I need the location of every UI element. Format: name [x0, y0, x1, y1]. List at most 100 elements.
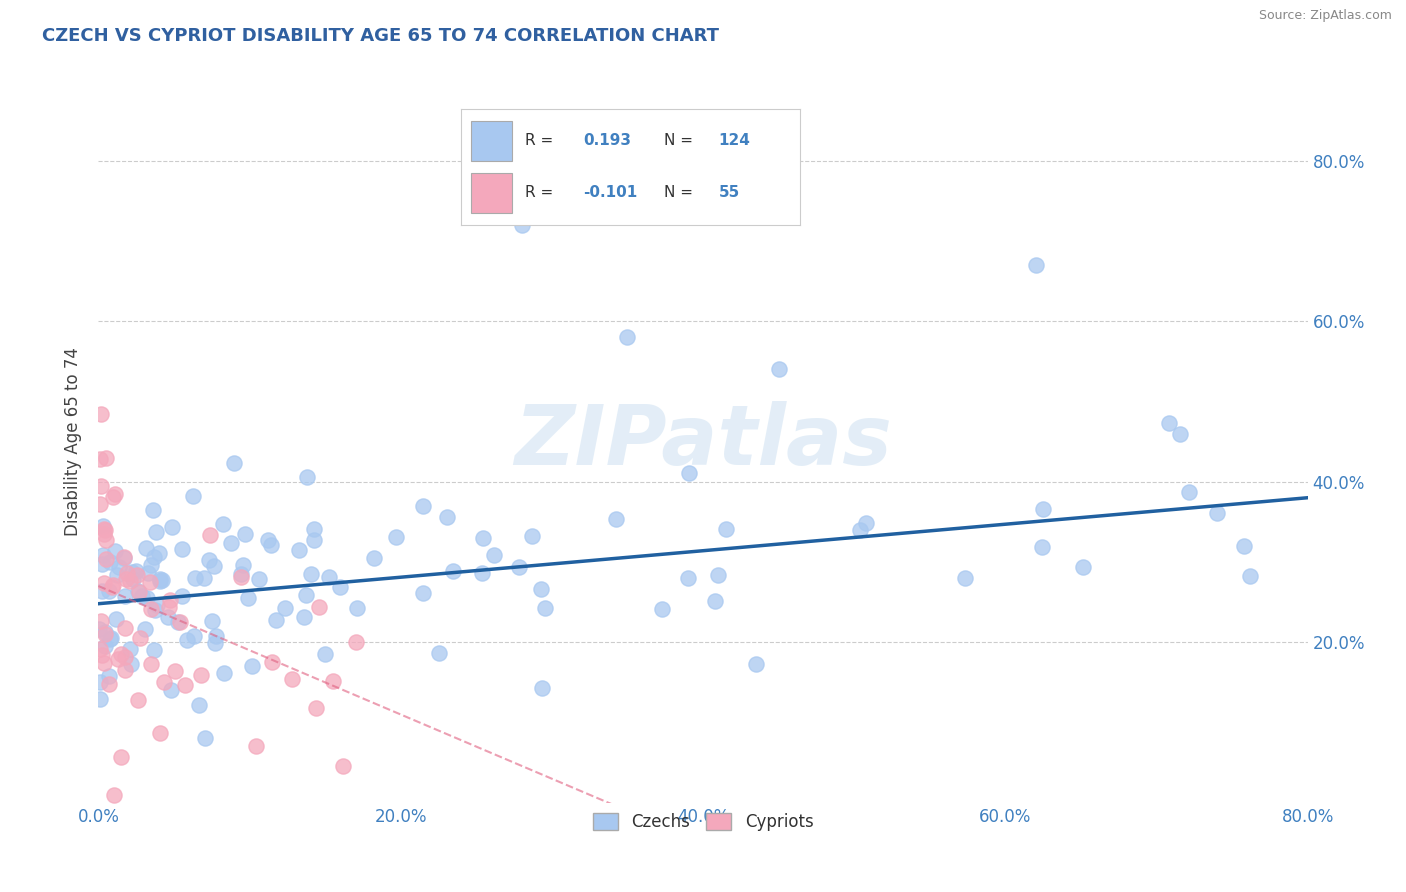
Point [94, 639, 117, 653]
Point [318, 570, 340, 584]
Point [120, 657, 142, 671]
Point [146, 598, 169, 612]
Point [97, 676, 120, 690]
Point [94, 450, 117, 465]
Point [101, 490, 124, 504]
Point [1178, 484, 1201, 499]
Point [98, 669, 121, 683]
Point [169, 615, 191, 630]
Point [273, 601, 295, 615]
Point [236, 591, 259, 605]
Point [280, 672, 302, 686]
Point [676, 571, 699, 585]
Point [145, 524, 167, 539]
Point [167, 615, 190, 629]
Point [314, 647, 336, 661]
Point [93, 522, 115, 536]
Point [849, 523, 872, 537]
Legend: Czechs, Cypriots: Czechs, Cypriots [586, 806, 820, 838]
Text: CZECH VS CYPRIOT DISABILITY AGE 65 TO 74 CORRELATION CHART: CZECH VS CYPRIOT DISABILITY AGE 65 TO 74… [42, 27, 720, 45]
Point [121, 566, 143, 580]
Point [1031, 540, 1053, 554]
Point [202, 559, 225, 574]
Point [91, 558, 114, 572]
Point [104, 612, 127, 626]
Point [134, 622, 156, 636]
Point [138, 575, 160, 590]
Point [257, 533, 280, 547]
Point [193, 571, 215, 585]
Point [143, 643, 166, 657]
Point [94, 625, 117, 640]
Point [745, 657, 768, 671]
Point [605, 512, 627, 526]
Point [89, 452, 111, 467]
Point [510, 218, 533, 232]
Point [156, 610, 179, 624]
Point [135, 541, 157, 556]
Point [91, 584, 114, 599]
Point [118, 574, 141, 589]
Point [160, 682, 183, 697]
Point [93, 575, 115, 590]
Point [194, 731, 217, 746]
Point [211, 517, 233, 532]
Point [530, 582, 553, 597]
Point [534, 601, 557, 615]
Point [427, 646, 450, 660]
Point [114, 589, 136, 603]
Point [143, 549, 166, 564]
Point [173, 678, 195, 692]
Point [107, 652, 129, 666]
Point [114, 621, 136, 635]
Point [198, 552, 221, 566]
Point [1032, 501, 1054, 516]
Point [89, 622, 111, 636]
Point [149, 725, 172, 739]
Point [108, 559, 131, 574]
Point [104, 544, 127, 558]
Point [93, 657, 115, 671]
Point [1159, 416, 1181, 430]
Point [304, 522, 326, 536]
Point [264, 613, 287, 627]
Y-axis label: Disability Age 65 to 74: Disability Age 65 to 74 [65, 347, 83, 536]
Point [110, 750, 132, 764]
Text: Source: ZipAtlas.com: Source: ZipAtlas.com [1258, 9, 1392, 22]
Point [150, 573, 173, 587]
Point [187, 698, 209, 712]
Point [768, 362, 790, 376]
Point [955, 571, 977, 585]
Point [89, 497, 111, 511]
Point [322, 674, 344, 689]
Point [100, 632, 122, 646]
Point [1024, 258, 1046, 272]
Point [136, 591, 159, 606]
Point [304, 533, 326, 547]
Point [89, 675, 111, 690]
Point [706, 568, 728, 582]
Point [104, 487, 127, 501]
Point [412, 585, 434, 599]
Point [100, 631, 122, 645]
Point [127, 692, 149, 706]
Point [482, 548, 505, 562]
Point [329, 580, 352, 594]
Point [110, 647, 132, 661]
Point [89, 642, 111, 657]
Point [384, 530, 406, 544]
Point [128, 585, 150, 599]
Point [139, 657, 162, 672]
Point [142, 502, 165, 516]
Point [93, 549, 115, 563]
Point [145, 603, 167, 617]
Point [520, 529, 543, 543]
Text: ZIPatlas: ZIPatlas [515, 401, 891, 482]
Point [1232, 539, 1254, 553]
Point [1071, 559, 1094, 574]
Point [127, 583, 149, 598]
Point [125, 568, 148, 582]
Point [115, 566, 138, 580]
Point [204, 635, 226, 649]
Point [157, 599, 180, 614]
